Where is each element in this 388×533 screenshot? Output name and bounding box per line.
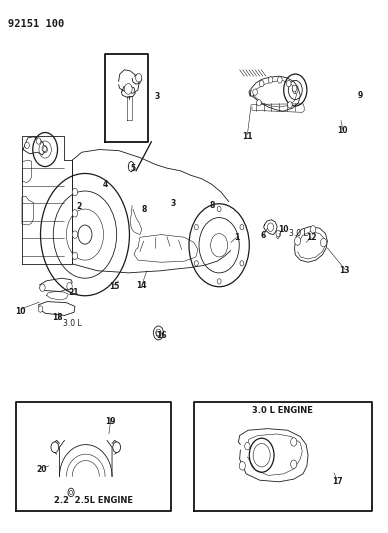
- Circle shape: [292, 85, 297, 92]
- Circle shape: [36, 138, 41, 144]
- Circle shape: [245, 442, 250, 450]
- Circle shape: [268, 77, 273, 83]
- Text: 14: 14: [137, 280, 147, 289]
- Circle shape: [286, 80, 291, 87]
- Text: 3.0 L ENGINE: 3.0 L ENGINE: [253, 406, 314, 415]
- Text: 10: 10: [278, 225, 288, 234]
- Circle shape: [217, 279, 221, 284]
- Circle shape: [294, 237, 301, 245]
- Circle shape: [291, 460, 297, 469]
- Circle shape: [38, 306, 43, 312]
- Circle shape: [125, 84, 132, 94]
- Circle shape: [25, 142, 29, 149]
- Text: 92151 100: 92151 100: [9, 19, 65, 29]
- Circle shape: [217, 206, 221, 212]
- Circle shape: [277, 77, 282, 83]
- Text: 16: 16: [156, 331, 166, 340]
- Text: 12: 12: [306, 233, 316, 242]
- Text: 2.2  2.5L ENGINE: 2.2 2.5L ENGINE: [54, 496, 133, 505]
- Circle shape: [72, 252, 78, 260]
- Text: 2: 2: [76, 202, 81, 211]
- Circle shape: [291, 438, 297, 446]
- Text: 20: 20: [36, 465, 47, 474]
- Circle shape: [40, 284, 45, 292]
- Circle shape: [194, 224, 198, 230]
- Text: 21: 21: [68, 287, 79, 296]
- Circle shape: [288, 102, 292, 108]
- Circle shape: [253, 89, 257, 95]
- Text: 18: 18: [53, 312, 63, 321]
- Text: 3.0 L: 3.0 L: [63, 319, 82, 328]
- Circle shape: [51, 442, 59, 453]
- Circle shape: [240, 261, 244, 266]
- Text: 5: 5: [130, 164, 135, 173]
- Text: 6: 6: [260, 231, 265, 240]
- Circle shape: [256, 100, 261, 106]
- Circle shape: [68, 488, 74, 497]
- Text: 15: 15: [109, 281, 120, 290]
- Text: 9: 9: [358, 91, 363, 100]
- Circle shape: [259, 80, 264, 87]
- Text: 19: 19: [106, 417, 116, 426]
- Circle shape: [69, 490, 73, 495]
- Circle shape: [240, 224, 244, 230]
- Text: 8: 8: [141, 205, 146, 214]
- Text: 13: 13: [340, 266, 350, 275]
- Text: 10: 10: [338, 126, 348, 135]
- Text: 3: 3: [170, 199, 175, 208]
- Circle shape: [310, 225, 316, 233]
- Circle shape: [72, 188, 78, 196]
- Text: 17: 17: [332, 478, 342, 486]
- Circle shape: [267, 223, 274, 231]
- Circle shape: [136, 74, 142, 82]
- Circle shape: [72, 209, 78, 217]
- Text: 4: 4: [102, 180, 108, 189]
- Circle shape: [113, 442, 121, 453]
- Text: 3.0 L: 3.0 L: [289, 229, 307, 238]
- Circle shape: [194, 261, 198, 266]
- Text: 8: 8: [210, 201, 215, 210]
- Text: 3: 3: [155, 92, 160, 101]
- Text: 10: 10: [16, 307, 26, 316]
- Text: 1: 1: [234, 233, 239, 242]
- Circle shape: [239, 462, 246, 470]
- Circle shape: [320, 238, 327, 247]
- Circle shape: [67, 282, 72, 290]
- Circle shape: [72, 231, 78, 238]
- Circle shape: [42, 146, 47, 152]
- Text: 11: 11: [242, 132, 253, 141]
